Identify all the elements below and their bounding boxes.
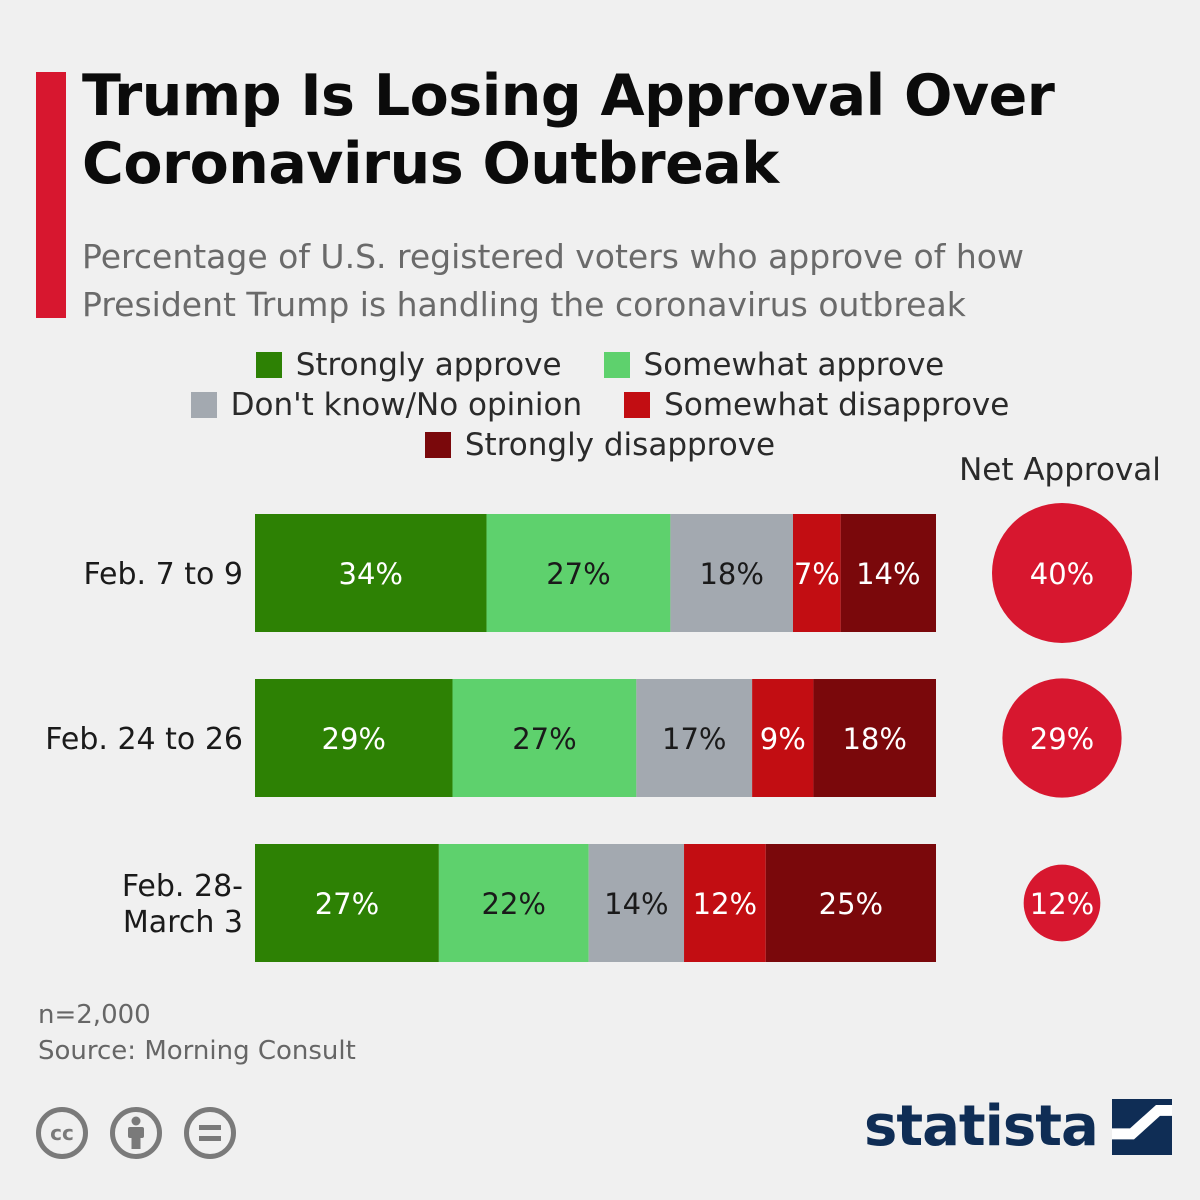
license-icons: cc — [36, 1107, 236, 1159]
bar-segment — [813, 679, 936, 797]
bar-segment — [588, 844, 685, 962]
net-approval-label: 12% — [1030, 887, 1094, 921]
legend-swatch — [624, 392, 651, 418]
bar-data-label: 34% — [339, 557, 403, 591]
sample-size-note: n=2,000 — [38, 1000, 151, 1030]
brand-wordmark: statista — [864, 1094, 1099, 1159]
legend-row-3: Strongly disapprove — [0, 425, 1200, 465]
bar-segment — [765, 844, 936, 962]
bar-data-label: 18% — [699, 557, 763, 591]
legend-swatch — [603, 352, 630, 378]
legend-item-no-opinion: Don't know/No opinion — [190, 387, 583, 423]
bar-segment — [752, 679, 814, 797]
person-glyph — [128, 1116, 144, 1149]
bar-segment — [792, 514, 841, 632]
bar-data-label: 14% — [856, 557, 920, 591]
bar-data-label: 18% — [842, 722, 906, 756]
bar-segment — [255, 514, 487, 632]
category-label: Feb. 24 to 26 — [45, 722, 243, 757]
legend: Strongly approve Somewhat approve Don't … — [0, 345, 1200, 465]
bar-segment — [255, 679, 453, 797]
bar-segment — [438, 844, 589, 962]
bar-data-label: 7% — [794, 557, 840, 591]
legend-label: Somewhat approve — [643, 347, 945, 383]
bar-data-label: 25% — [819, 887, 883, 921]
legend-item-somewhat-disapprove: Somewhat disapprove — [624, 387, 1009, 423]
category-label: March 3 — [123, 905, 243, 940]
source-notes: n=2,000 Source: Morning Consult — [38, 997, 356, 1069]
bar-data-label: 12% — [693, 887, 757, 921]
net-approval-label: 29% — [1030, 722, 1094, 756]
chart-title-line-2: Coronavirus Outbreak — [82, 131, 779, 197]
legend-swatch — [255, 352, 282, 378]
bar-data-label: 14% — [604, 887, 668, 921]
legend-swatch — [424, 432, 451, 458]
bar-data-label: 17% — [662, 722, 726, 756]
legend-label: Somewhat disapprove — [664, 387, 1010, 423]
net-approval-bubble — [1002, 678, 1122, 798]
chart-title: Trump Is Losing Approval Over Coronaviru… — [82, 62, 1182, 198]
legend-item-strongly-disapprove: Strongly disapprove — [424, 427, 776, 463]
bar-segment — [636, 679, 753, 797]
bar-data-label: 27% — [315, 887, 379, 921]
bar-data-label: 22% — [482, 887, 546, 921]
title-accent-bar — [36, 72, 66, 318]
statista-logo[interactable]: statista — [864, 1094, 1172, 1159]
statista-logo-icon — [1111, 1098, 1172, 1155]
legend-row-2: Don't know/No opinion Somewhat disapprov… — [0, 385, 1200, 425]
bar-segment — [486, 514, 671, 632]
source-note: Source: Morning Consult — [38, 1036, 356, 1066]
legend-label: Don't know/No opinion — [230, 387, 583, 423]
chart-title-line-1: Trump Is Losing Approval Over — [82, 63, 1055, 129]
chart-subtitle-line-1: Percentage of U.S. registered voters who… — [82, 237, 1024, 276]
attribution-icon[interactable] — [110, 1107, 162, 1159]
bar-segment — [255, 844, 439, 962]
bar-data-label: 9% — [760, 722, 806, 756]
legend-item-somewhat-approve: Somewhat approve — [603, 347, 945, 383]
net-approval-bubble — [992, 503, 1132, 643]
category-label: Feb. 28- — [122, 869, 243, 904]
cc-icon[interactable]: cc — [36, 1107, 88, 1159]
bar-data-label: 29% — [322, 722, 386, 756]
bar-segment — [452, 679, 637, 797]
net-approval-bubble — [1023, 864, 1101, 942]
chart-subtitle-line-2: President Trump is handling the coronavi… — [82, 285, 966, 324]
net-approval-header: Net Approval — [959, 452, 1161, 488]
legend-label: Strongly disapprove — [464, 427, 776, 463]
category-label: Feb. 7 to 9 — [83, 557, 243, 592]
legend-label: Strongly approve — [295, 347, 562, 383]
net-approval-label: 40% — [1030, 557, 1094, 591]
legend-swatch — [190, 392, 217, 418]
bar-segment — [840, 514, 936, 632]
chart-subtitle: Percentage of U.S. registered voters who… — [82, 233, 1182, 329]
stacked-bar-chart: Feb. 7 to 9 34% 27% 18% 7% 14% 40% Feb. 24 to 2… — [45, 503, 1132, 962]
no-derivatives-icon[interactable] — [184, 1107, 236, 1159]
bar-segment — [684, 844, 766, 962]
bar-data-label: 27% — [546, 557, 610, 591]
bar-data-label: 27% — [512, 722, 576, 756]
legend-item-strongly-approve: Strongly approve — [255, 347, 562, 383]
equals-glyph — [199, 1125, 221, 1141]
bar-segment — [670, 514, 793, 632]
legend-row-1: Strongly approve Somewhat approve — [0, 345, 1200, 385]
